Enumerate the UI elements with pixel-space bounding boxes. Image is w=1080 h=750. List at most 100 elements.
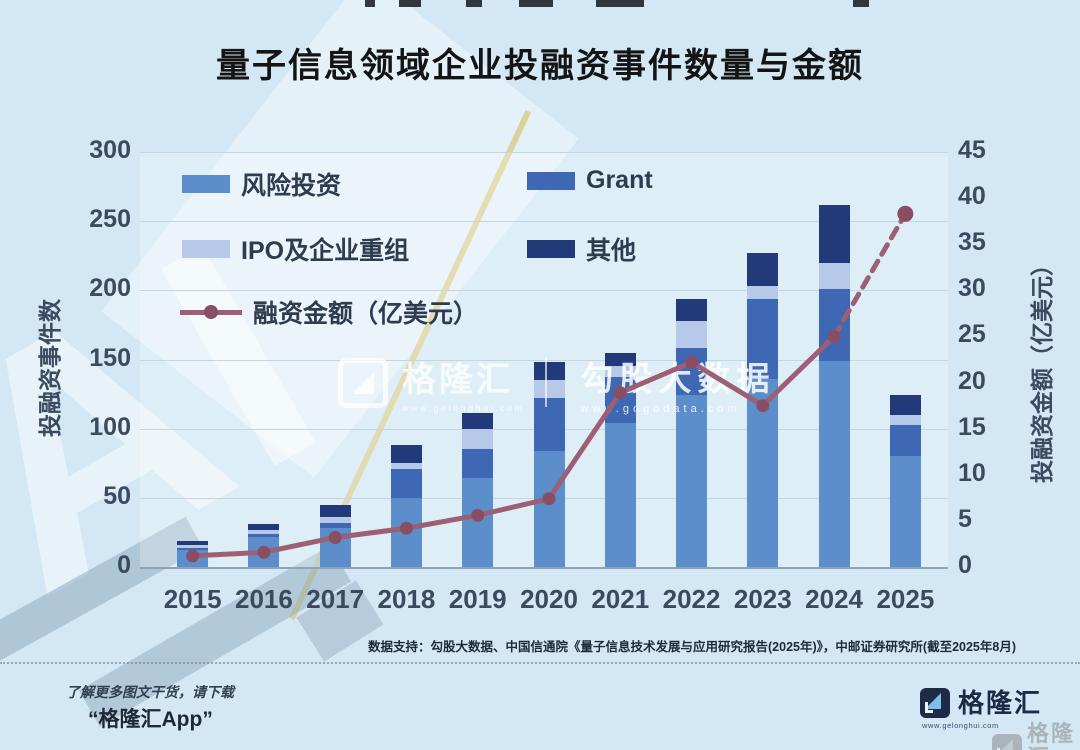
x-axis-label: 2020 (520, 584, 578, 614)
line-dot (542, 492, 556, 506)
bar-segment (462, 478, 494, 567)
y-tick-label-right: 15 (958, 412, 986, 441)
x-axis-label: 2019 (448, 584, 507, 614)
legend-item: IPO及企业重组 (182, 231, 409, 267)
y-tick-label-right: 45 (958, 136, 986, 164)
y-tick-label-right: 40 (958, 182, 986, 211)
bar-segment (747, 286, 779, 299)
bar-segment (747, 252, 779, 287)
bar-segment (604, 377, 636, 424)
bar-segment (390, 463, 422, 469)
bar-segment (462, 428, 494, 450)
line-dot (685, 355, 699, 369)
line-dot (186, 549, 200, 563)
gridline (140, 359, 948, 361)
legend-label: 融资金额（亿美元） (253, 300, 479, 328)
y-tick-label-left: 0 (117, 551, 131, 579)
watermark-partner-url: www.gogodata.com (580, 403, 741, 415)
line-dot (897, 205, 914, 222)
line-dot (827, 329, 841, 343)
bar-segment (747, 298, 779, 379)
bar-segment (604, 423, 636, 567)
top-edge-artifact (596, 0, 644, 7)
bar-segment (889, 456, 921, 567)
bar-segment (177, 540, 209, 545)
legend-line-sample (180, 304, 242, 319)
legend-label: 风险投资 (241, 172, 342, 200)
x-axis-label: 2023 (733, 584, 792, 614)
legend-swatch (182, 240, 230, 258)
bar-segment (889, 424, 921, 457)
legend-swatch (527, 240, 575, 258)
legend-item: 融资金额（亿美元） (180, 294, 478, 330)
y-tick-label-left: 100 (89, 412, 131, 441)
y-tick-label-right: 10 (958, 458, 986, 487)
page-title: 量子信息领域企业投融资事件数量与金额 (216, 47, 864, 85)
top-edge-artifact (365, 0, 375, 7)
line-dot (257, 545, 271, 559)
top-edge-artifact (519, 0, 553, 7)
y-tick-label-right: 20 (958, 366, 986, 395)
bar-segment (248, 529, 280, 534)
bar-segment (818, 262, 850, 289)
corner-logo-text: 格隆汇 (1027, 721, 1076, 750)
bar-segment (533, 450, 565, 567)
legend-label: IPO及企业重组 (241, 237, 410, 265)
x-axis-label: 2018 (377, 584, 436, 614)
bar-segment (248, 524, 280, 530)
financing-line-projection (831, 211, 908, 339)
legend-swatch (182, 175, 230, 193)
corner-watermark-logo: 格隆汇 (992, 722, 1080, 750)
bar-segment (676, 320, 708, 349)
legend-item: Grant (527, 166, 653, 195)
bar-segment (604, 352, 636, 367)
legend-label: 其他 (586, 237, 637, 265)
bar-segment (676, 395, 708, 567)
x-axis-label: 2022 (662, 584, 721, 614)
watermark-brand: 格隆汇 (402, 361, 513, 399)
y-tick-label-left: 300 (89, 136, 131, 164)
logo-url-text: www.gelonghui.com (922, 721, 999, 730)
promo-text: 了解更多图文干货，请下载 (66, 684, 234, 700)
y-tick-label-left: 200 (89, 274, 131, 303)
line-dot (471, 508, 485, 522)
financing-line (190, 333, 837, 559)
y-tick-label-left: 150 (89, 343, 131, 372)
x-axis-line (140, 567, 948, 569)
gelonghui-outline-icon (338, 358, 388, 408)
legend-label: Grant (586, 166, 653, 194)
bar-segment (319, 517, 351, 523)
bar-segment (676, 298, 708, 321)
dotted-divider (0, 662, 1080, 664)
bar-segment (248, 533, 280, 537)
gelonghui-logo: 格隆汇 (920, 688, 1042, 718)
logo-brand-text: 格隆汇 (958, 688, 1043, 718)
bar-segment (177, 547, 209, 551)
gridline (140, 221, 948, 223)
bar-segment (390, 468, 422, 498)
x-axis-label: 2016 (234, 584, 293, 614)
top-edge-artifact (466, 0, 482, 7)
promo-app-name: “格隆汇App” (88, 708, 213, 731)
x-axis-label: 2021 (591, 584, 650, 614)
bar-segment (818, 204, 850, 263)
y-tick-label-right: 5 (958, 504, 972, 533)
bar-segment (319, 522, 351, 529)
y-tick-label-right: 30 (958, 274, 986, 303)
bar-segment (533, 398, 565, 451)
watermark-brand-url: www.gelonghui.com (402, 403, 525, 413)
x-axis-label: 2025 (876, 584, 935, 614)
gridline (140, 152, 948, 153)
legend-swatch (527, 171, 575, 190)
y-tick-label-right: 0 (958, 551, 972, 579)
top-edge-artifact (853, 0, 869, 7)
bar-segment (889, 414, 921, 425)
x-axis-label: 2015 (163, 584, 222, 614)
x-axis-label: 2017 (306, 584, 365, 614)
y-tick-label-right: 35 (958, 228, 986, 257)
line-dot (328, 530, 342, 544)
gridline (140, 290, 948, 292)
top-edge-artifact (399, 0, 421, 7)
legend-item: 风险投资 (182, 166, 341, 202)
